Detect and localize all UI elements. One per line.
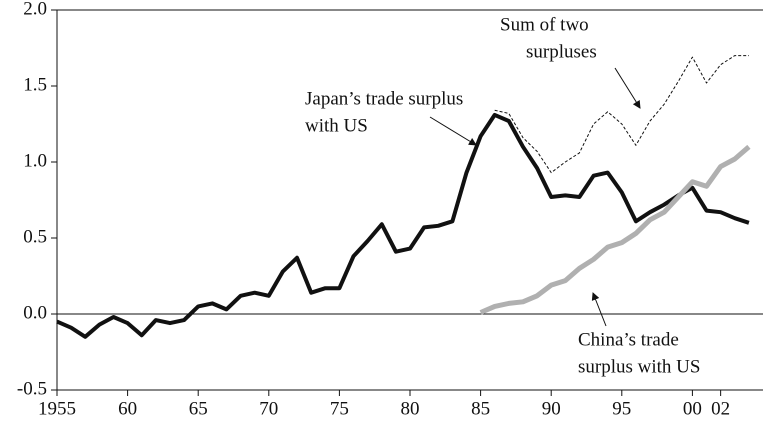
x-tick-label: 02 bbox=[711, 398, 730, 419]
annotation: China’s trade bbox=[578, 329, 679, 350]
y-tick-label: 0.0 bbox=[23, 302, 47, 323]
x-tick-label: 90 bbox=[542, 398, 561, 419]
arrow bbox=[591, 292, 607, 327]
y-tick-label: -0.5 bbox=[17, 378, 47, 399]
y-tick-label: 0.5 bbox=[23, 226, 47, 247]
y-tick-label: 2.0 bbox=[23, 0, 47, 19]
y-tick-label: 1.5 bbox=[23, 74, 47, 95]
annotation: surplus with US bbox=[578, 356, 700, 377]
x-tick-label: 60 bbox=[118, 398, 137, 419]
series-line bbox=[479, 144, 751, 315]
x-tick-label: 1955 bbox=[38, 398, 76, 419]
arrow bbox=[614, 67, 641, 109]
y-tick-label: 1.0 bbox=[23, 150, 47, 171]
x-tick-label: 85 bbox=[471, 398, 490, 419]
x-tick-label: 70 bbox=[259, 398, 278, 419]
annotation: Sum of two bbox=[500, 14, 589, 35]
annotation: with US bbox=[305, 115, 368, 136]
annotation: surpluses bbox=[526, 41, 597, 62]
series-line bbox=[494, 55, 749, 174]
x-tick-label: 95 bbox=[612, 398, 631, 419]
x-tick-label: 75 bbox=[330, 398, 349, 419]
series-line bbox=[56, 112, 750, 339]
arrow bbox=[429, 116, 477, 146]
x-tick-label: 65 bbox=[189, 398, 208, 419]
annotation: Japan’s trade surplus bbox=[305, 88, 463, 109]
x-tick-label: 80 bbox=[401, 398, 420, 419]
x-tick-label: 00 bbox=[683, 398, 702, 419]
